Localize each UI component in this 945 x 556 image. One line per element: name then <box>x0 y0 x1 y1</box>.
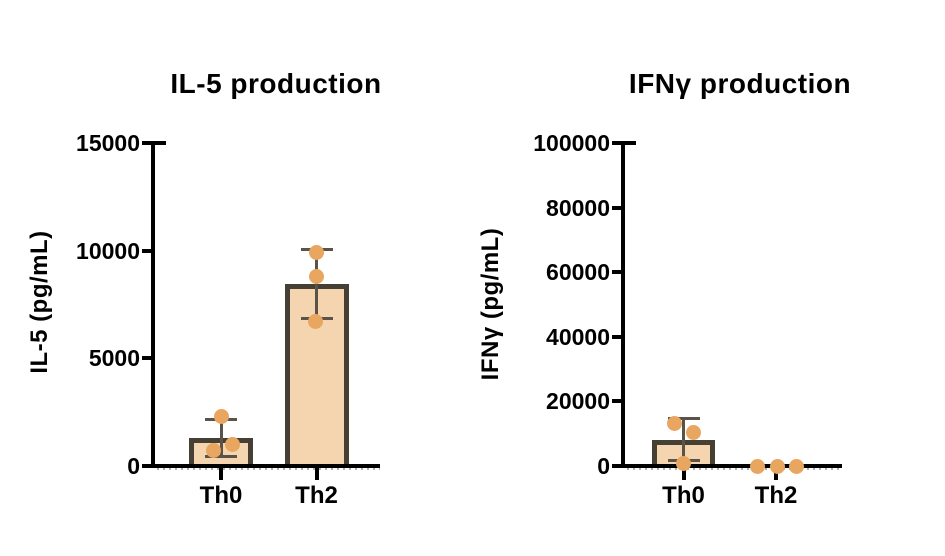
data-point <box>676 455 691 471</box>
y-tick-label: 60000 <box>546 259 610 286</box>
error-bar-line <box>315 249 318 319</box>
y-tick-mark <box>142 248 151 253</box>
x-category-label: Th2 <box>295 482 338 509</box>
y-tick-mark <box>612 334 621 339</box>
x-axis-line <box>151 464 380 468</box>
error-bar-cap-top <box>667 417 700 421</box>
x-tick-mark <box>314 468 319 480</box>
x-tick-mark <box>219 468 223 480</box>
y-tick-label: 10000 <box>76 237 140 264</box>
y-tick-mark <box>142 356 151 361</box>
y-tick-label: 80000 <box>546 194 610 221</box>
chart-title: IL-5 production <box>170 68 382 99</box>
data-point <box>769 458 785 474</box>
y-axis-line <box>151 141 155 468</box>
y-tick-mark <box>612 399 621 404</box>
data-point <box>788 458 804 474</box>
y-axis-label: IL-5 (pg/mL) <box>26 230 53 374</box>
data-point <box>309 269 324 284</box>
y-tick-label: 0 <box>597 453 610 479</box>
data-point <box>686 425 701 441</box>
x-tick-mark <box>774 468 778 480</box>
x-axis-line <box>621 464 842 468</box>
data-point <box>667 415 682 431</box>
y-tick-label: 5000 <box>88 345 140 372</box>
data-point <box>749 458 765 474</box>
error-bar-cap-bottom <box>205 454 237 458</box>
error-bar-line <box>219 419 223 457</box>
y-tick-label: 100000 <box>533 130 610 156</box>
y-tick-mark <box>612 205 621 210</box>
baseline-dotted-line <box>627 468 842 470</box>
data-point <box>309 245 324 261</box>
data-point <box>308 314 323 330</box>
axis-top-nub <box>625 141 636 145</box>
y-tick-label: 15000 <box>76 130 140 156</box>
y-tick-label: 40000 <box>546 323 610 350</box>
error-bar-line <box>682 418 685 461</box>
data-point <box>224 436 240 452</box>
chart-title: IFNγ production <box>628 68 852 99</box>
y-axis-line <box>621 141 625 468</box>
y-tick-mark <box>612 464 621 468</box>
y-tick-label: 20000 <box>546 388 610 415</box>
x-category-label: Th0 <box>662 482 705 509</box>
y-tick-mark <box>142 141 151 145</box>
x-category-label: Th0 <box>199 482 243 509</box>
baseline-dotted-line <box>157 468 380 470</box>
data-point <box>205 443 221 459</box>
y-tick-mark <box>142 464 151 468</box>
x-category-label: Th2 <box>754 482 798 509</box>
x-tick-mark <box>681 468 686 480</box>
data-point <box>213 408 229 424</box>
y-tick-mark <box>612 141 621 145</box>
y-axis-label: IFNγ (pg/mL) <box>477 227 504 381</box>
axis-top-nub <box>155 141 166 145</box>
y-tick-label: 0 <box>127 453 140 479</box>
y-tick-mark <box>612 270 621 275</box>
